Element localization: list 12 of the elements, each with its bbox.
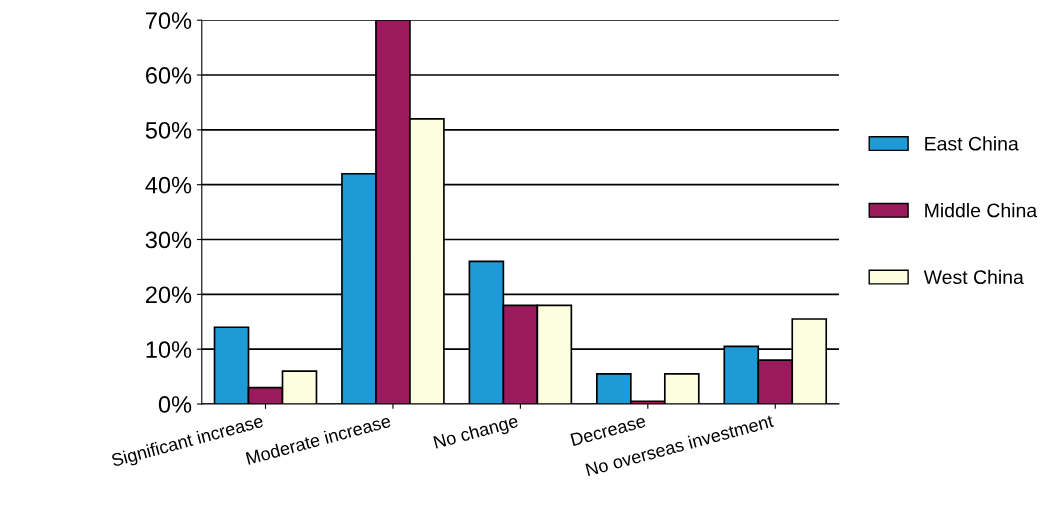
- y-tick-label: 10%: [146, 341, 192, 358]
- y-tick-label: 30%: [145, 231, 192, 249]
- legend-label: Middle China: [925, 203, 1038, 218]
- x-tick-label: No change: [433, 413, 520, 453]
- legend-label: West China: [923, 269, 1024, 285]
- y-tick-label: 20%: [145, 286, 192, 304]
- y-tick-label: 70%: [146, 12, 192, 29]
- y-tick-label: 40%: [145, 176, 192, 194]
- legend-label: East China: [925, 136, 1019, 151]
- y-tick-label: 50%: [145, 121, 192, 139]
- y-tick-label: 0%: [158, 396, 192, 413]
- y-tick-label: 60%: [146, 67, 192, 84]
